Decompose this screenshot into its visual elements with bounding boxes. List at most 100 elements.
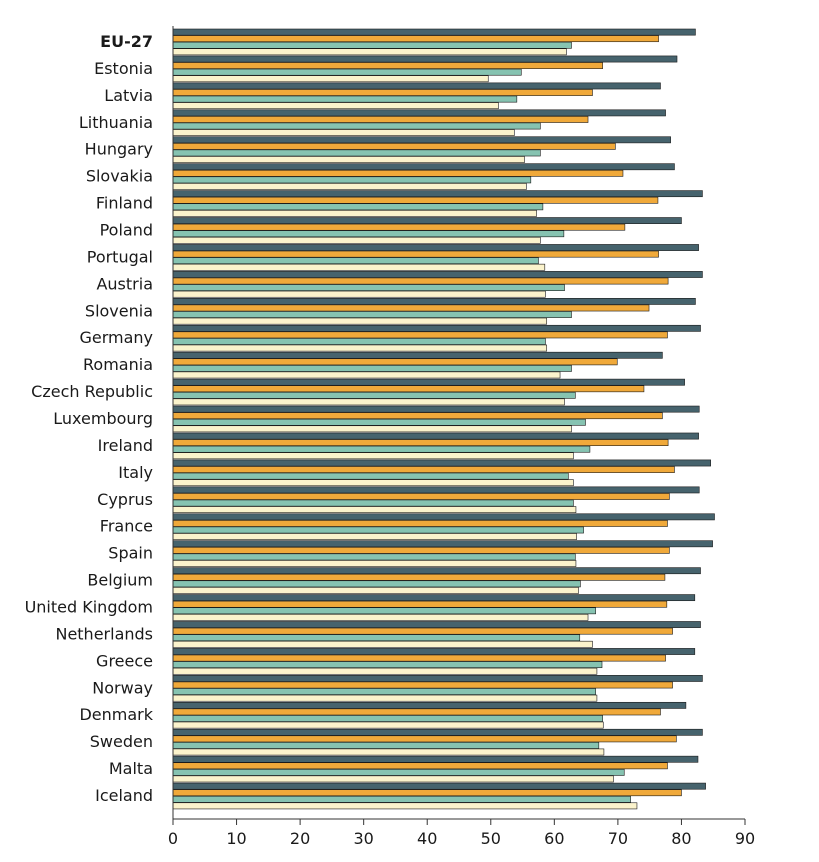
bar-portugal-series-1 <box>172 244 699 251</box>
bar-luxembourg-series-4 <box>172 425 572 433</box>
bar-iceland-series-3 <box>172 795 631 803</box>
bar-lithuania-series-4 <box>172 129 515 136</box>
bar-slovenia-series-2 <box>172 304 650 312</box>
bar-czech-republic-series-3 <box>172 391 576 399</box>
category-label: Portugal <box>87 247 153 266</box>
bar-france-series-2 <box>172 520 668 527</box>
category-label: Italy <box>118 463 153 482</box>
category-label: France <box>100 517 153 536</box>
category-label: Finland <box>96 194 153 213</box>
bar-finland-series-3 <box>172 203 544 211</box>
bar-finland-series-1 <box>172 190 703 198</box>
category-labels: EU-27 Estonia Latvia Lithuania Hungary Slovak… <box>25 32 154 805</box>
bar-hungary-series-1 <box>172 136 671 144</box>
category-label: Denmark <box>79 705 153 724</box>
x-tick-label: 0 <box>168 829 178 848</box>
bar-czech-republic-series-4 <box>172 398 565 406</box>
bar-hungary-series-3 <box>172 149 541 157</box>
bar-austria-series-1 <box>172 271 703 278</box>
bar-norway-series-1 <box>172 675 703 682</box>
category-label: Belgium <box>87 571 153 590</box>
bar-luxembourg-series-1 <box>172 405 700 413</box>
bar-cyprus-series-1 <box>172 486 700 494</box>
bar-austria-series-3 <box>172 284 565 291</box>
bar-slovakia-series-3 <box>172 176 532 184</box>
x-tick-label: 90 <box>735 829 755 848</box>
category-label: Poland <box>100 220 153 239</box>
x-tick-label: 50 <box>481 829 501 848</box>
bar-poland-series-1 <box>172 217 682 224</box>
category-label: Latvia <box>104 86 153 105</box>
bar-italy-series-2 <box>172 466 675 473</box>
bar-spain-series-4 <box>172 560 577 567</box>
bar-spain-series-1 <box>172 540 713 548</box>
category-label: Lithuania <box>79 113 153 132</box>
bar-belgium-series-3 <box>172 580 581 588</box>
category-label: Slovenia <box>85 301 153 320</box>
bar-malta-series-2 <box>172 762 668 770</box>
category-label: Romania <box>83 355 153 374</box>
bar-norway-series-2 <box>172 681 673 689</box>
bar-germany-series-3 <box>172 338 546 345</box>
category-label: EU-27 <box>100 32 153 51</box>
category-label: Spain <box>108 544 153 563</box>
bar-norway-series-4 <box>172 694 598 702</box>
category-label: Greece <box>96 651 153 670</box>
bar-netherlands-series-2 <box>172 627 673 635</box>
bar-romania-series-3 <box>172 365 572 372</box>
bar-slovenia-series-1 <box>172 298 696 305</box>
bar-sweden-series-2 <box>172 735 677 743</box>
category-label: Austria <box>96 274 153 293</box>
bar-united-kingdom-series-4 <box>172 613 589 621</box>
bar-estonia-series-2 <box>172 62 603 69</box>
x-tick-label: 40 <box>417 829 437 848</box>
bar-spain-series-3 <box>172 553 576 561</box>
bar-ireland-series-1 <box>172 432 699 440</box>
bar-portugal-series-3 <box>172 257 539 265</box>
bar-estonia-series-3 <box>172 68 522 76</box>
bar-lithuania-series-1 <box>172 109 666 117</box>
bar-denmark-series-3 <box>172 715 603 722</box>
bar-denmark-series-2 <box>172 708 661 716</box>
x-tick-label: 60 <box>544 829 564 848</box>
bar-italy-series-3 <box>172 472 569 480</box>
category-label: United Kingdom <box>25 598 153 617</box>
x-tick-label: 30 <box>353 829 373 848</box>
bar-cyprus-series-4 <box>172 506 577 513</box>
category-label: Ireland <box>98 436 153 455</box>
bar-ireland-series-2 <box>172 439 669 446</box>
bar-lithuania-series-2 <box>172 116 589 123</box>
bar-cyprus-series-3 <box>172 499 574 507</box>
bar-eu-27-series-3 <box>172 41 572 49</box>
bar-netherlands-series-3 <box>172 634 581 642</box>
bar-netherlands-series-1 <box>172 621 701 628</box>
bar-belgium-series-2 <box>172 573 666 581</box>
bar-france-series-1 <box>172 513 715 521</box>
bar-denmark-series-4 <box>172 721 604 729</box>
bar-portugal-series-2 <box>172 250 659 258</box>
bar-austria-series-4 <box>172 290 546 298</box>
bar-germany-series-4 <box>172 344 548 352</box>
bar-romania-series-2 <box>172 358 618 366</box>
bar-czech-republic-series-2 <box>172 385 645 393</box>
bar-hungary-series-2 <box>172 142 616 150</box>
bar-france-series-3 <box>172 526 584 534</box>
bar-czech-republic-series-1 <box>172 378 685 386</box>
bar-greece-series-3 <box>172 661 603 669</box>
bar-slovakia-series-2 <box>172 169 624 177</box>
bar-spain-series-2 <box>172 546 670 554</box>
bar-ireland-series-4 <box>172 452 574 460</box>
bar-eu-27-series-2 <box>172 35 659 43</box>
bar-greece-series-1 <box>172 648 696 655</box>
bar-belgium-series-4 <box>172 587 579 594</box>
bar-finland-series-2 <box>172 196 659 204</box>
bar-romania-series-4 <box>172 371 561 379</box>
bar-denmark-series-1 <box>172 701 687 709</box>
bar-estonia-series-4 <box>172 75 489 83</box>
bar-slovenia-series-4 <box>172 317 548 325</box>
bar-latvia-series-4 <box>172 102 499 110</box>
x-tick-label: 70 <box>608 829 628 848</box>
bar-iceland-series-1 <box>172 782 706 790</box>
bar-iceland-series-2 <box>172 789 682 797</box>
